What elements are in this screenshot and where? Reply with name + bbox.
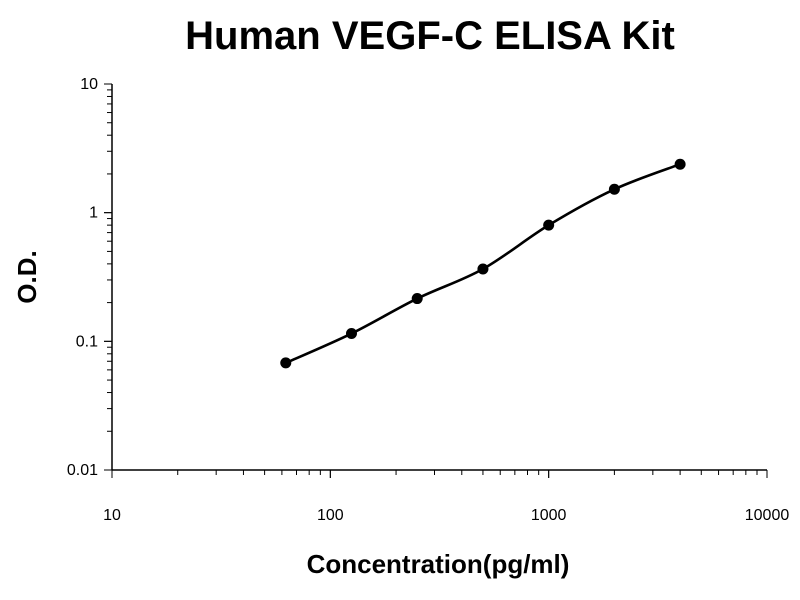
axes	[111, 84, 767, 471]
data-point	[674, 158, 686, 170]
x-tick-label: 10000	[745, 507, 790, 524]
tick-labels: 10 100 1000 10000 0.01 0.1 1 10	[67, 76, 789, 524]
y-tick-label: 1	[89, 205, 98, 222]
data-point	[543, 219, 555, 231]
y-axis-title: O.D.	[12, 250, 42, 303]
x-tick-label: 10	[103, 507, 121, 524]
y-tick-label: 0.01	[67, 462, 98, 479]
data-points	[280, 158, 686, 369]
y-tick-label: 10	[80, 76, 98, 93]
y-tick-label: 0.1	[76, 333, 98, 350]
chart-title: Human VEGF-C ELISA Kit	[185, 14, 675, 58]
data-point	[345, 328, 357, 340]
data-point	[608, 183, 620, 195]
data-point	[477, 263, 489, 275]
x-tick-label: 100	[317, 507, 344, 524]
data-point	[411, 293, 423, 305]
x-axis-title: Concentration(pg/ml)	[307, 549, 570, 579]
x-tick-label: 1000	[531, 507, 567, 524]
data-point	[280, 357, 292, 369]
tick-marks	[104, 83, 768, 478]
